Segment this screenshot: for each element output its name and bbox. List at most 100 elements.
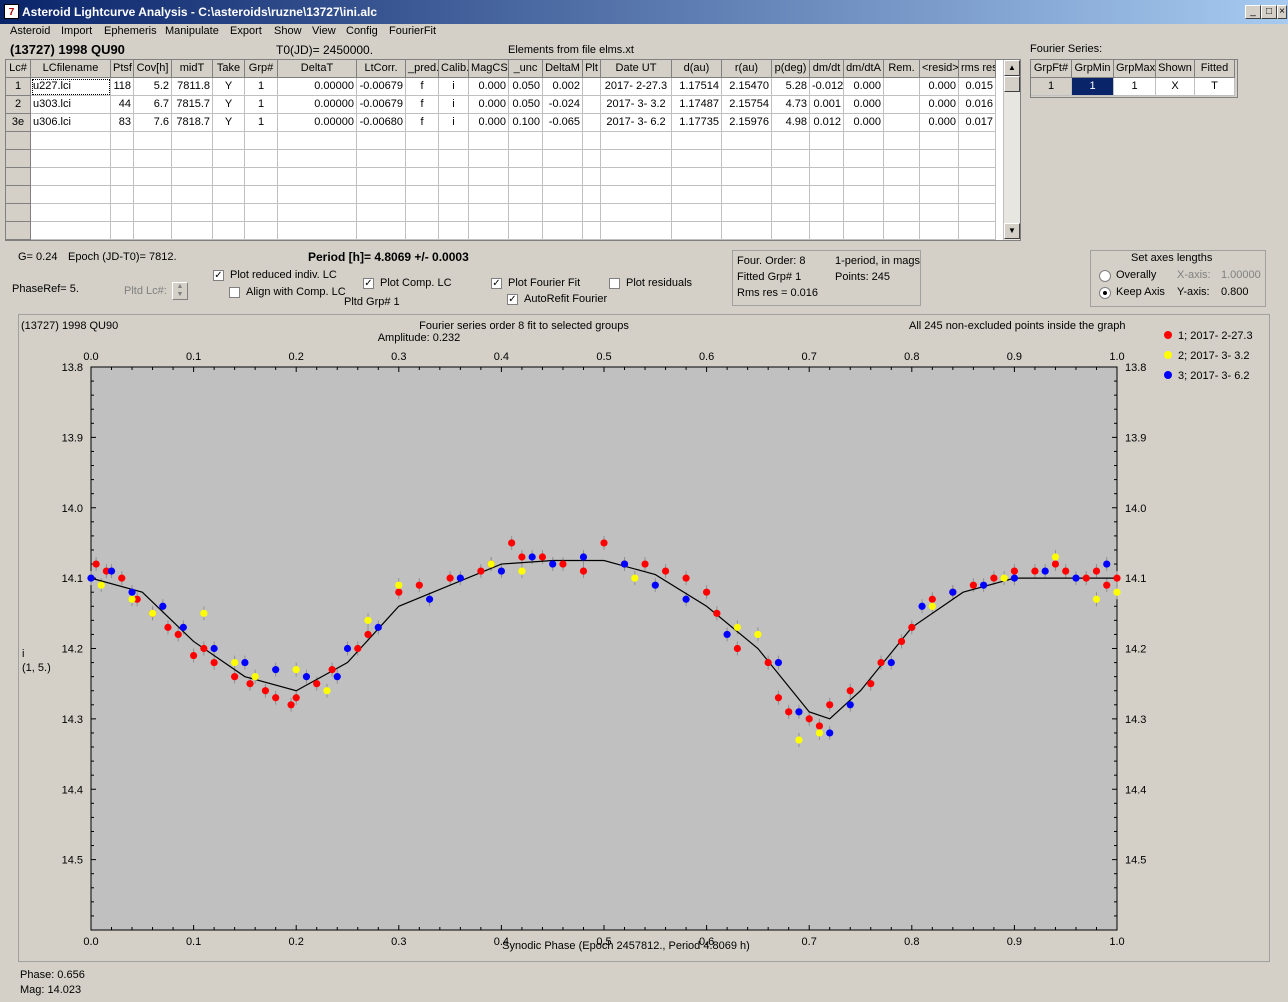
table-cell[interactable] (844, 186, 884, 204)
table-cell[interactable]: 2.15976 (722, 114, 772, 132)
column-header[interactable]: LtCorr. (357, 60, 406, 78)
table-cell[interactable]: Y (213, 96, 245, 114)
table-cell[interactable]: 2017- 2-27.3 (601, 78, 672, 96)
table-cell[interactable] (844, 168, 884, 186)
table-cell[interactable]: 5.2 (134, 78, 172, 96)
table-cell[interactable]: 2.15754 (722, 96, 772, 114)
plot-reduced-checkbox[interactable]: ✓ (213, 270, 224, 281)
menu-view[interactable]: View (312, 25, 336, 37)
column-header[interactable]: Grp# (245, 60, 278, 78)
table-cell[interactable] (134, 132, 172, 150)
table-cell[interactable] (601, 186, 672, 204)
row-header[interactable]: 2 (6, 96, 31, 114)
table-cell[interactable] (469, 168, 509, 186)
table-cell[interactable]: 0.016 (959, 96, 996, 114)
lightcurve-chart[interactable]: 0.0 0.0 0.1 0.1 0.2 0.2 0.3 0.3 0.4 0.4 0.5 0.5 0.6 0… (19, 315, 1269, 961)
table-cell[interactable] (406, 204, 439, 222)
table-cell[interactable] (884, 114, 920, 132)
menu-ephemeris[interactable]: Ephemeris (104, 25, 157, 37)
table-cell[interactable] (439, 132, 469, 150)
table-cell[interactable] (884, 150, 920, 168)
column-header[interactable]: <resid> (920, 60, 959, 78)
table-cell[interactable]: u227.lci (31, 78, 111, 96)
column-header[interactable]: dm/dtA (844, 60, 884, 78)
table-cell[interactable] (213, 186, 245, 204)
menu-fourierfit[interactable]: FourierFit (389, 25, 437, 37)
column-header[interactable]: Date UT (601, 60, 672, 78)
overally-radio[interactable] (1099, 270, 1111, 282)
table-cell[interactable] (672, 204, 722, 222)
table-cell[interactable] (439, 204, 469, 222)
table-cell[interactable]: 1.17735 (672, 114, 722, 132)
table-cell[interactable] (134, 186, 172, 204)
column-header[interactable]: Rem. (884, 60, 920, 78)
table-cell[interactable] (439, 222, 469, 240)
menu-config[interactable]: Config (346, 25, 378, 37)
column-header[interactable]: r(au) (722, 60, 772, 78)
column-header[interactable]: LCfilename (31, 60, 111, 78)
table-cell[interactable] (722, 132, 772, 150)
fourier-column-header[interactable]: Shown (1156, 60, 1195, 78)
table-cell[interactable]: 118 (111, 78, 134, 96)
table-cell[interactable]: 0.000 (469, 78, 509, 96)
table-cell[interactable]: 0.000 (469, 114, 509, 132)
table-cell[interactable] (357, 186, 406, 204)
table-cell[interactable] (920, 150, 959, 168)
table-cell[interactable] (172, 168, 213, 186)
table-cell[interactable] (406, 222, 439, 240)
table-cell[interactable]: 0.000 (844, 114, 884, 132)
pltd-lc-spinner[interactable]: ▲ ▼ (172, 282, 188, 300)
table-cell[interactable] (772, 132, 810, 150)
table-cell[interactable] (959, 222, 996, 240)
table-cell[interactable] (245, 150, 278, 168)
table-cell[interactable]: 5.28 (772, 78, 810, 96)
table-cell[interactable] (543, 132, 583, 150)
table-cell[interactable] (439, 186, 469, 204)
table-cell[interactable] (920, 168, 959, 186)
table-cell[interactable]: Y (213, 78, 245, 96)
table-cell[interactable] (722, 222, 772, 240)
table-cell[interactable] (810, 204, 844, 222)
table-cell[interactable] (583, 204, 601, 222)
row-header[interactable] (6, 150, 31, 168)
table-cell[interactable] (213, 204, 245, 222)
table-cell[interactable] (31, 186, 111, 204)
table-cell[interactable] (583, 132, 601, 150)
table-cell[interactable] (31, 204, 111, 222)
table-cell[interactable] (469, 132, 509, 150)
table-cell[interactable] (509, 150, 543, 168)
row-header[interactable] (6, 132, 31, 150)
table-cell[interactable] (357, 132, 406, 150)
table-cell[interactable] (111, 168, 134, 186)
table-cell[interactable] (469, 204, 509, 222)
menu-show[interactable]: Show (274, 25, 302, 37)
table-cell[interactable] (172, 132, 213, 150)
table-cell[interactable] (134, 150, 172, 168)
table-cell[interactable] (172, 186, 213, 204)
table-cell[interactable] (509, 132, 543, 150)
table-cell[interactable]: i (439, 114, 469, 132)
table-cell[interactable]: 7.6 (134, 114, 172, 132)
fourier-cell[interactable]: 1 (1114, 78, 1156, 96)
table-cell[interactable] (172, 222, 213, 240)
table-cell[interactable] (601, 150, 672, 168)
table-cell[interactable] (672, 186, 722, 204)
table-cell[interactable] (278, 204, 357, 222)
table-cell[interactable] (601, 132, 672, 150)
table-cell[interactable]: f (406, 114, 439, 132)
table-cell[interactable] (439, 168, 469, 186)
table-cell[interactable] (844, 132, 884, 150)
table-cell[interactable] (509, 204, 543, 222)
table-cell[interactable] (884, 96, 920, 114)
table-cell[interactable] (959, 186, 996, 204)
table-cell[interactable] (245, 132, 278, 150)
column-header[interactable]: Cov[h] (134, 60, 172, 78)
table-cell[interactable] (601, 222, 672, 240)
table-cell[interactable] (772, 150, 810, 168)
table-cell[interactable] (278, 186, 357, 204)
row-header[interactable] (6, 222, 31, 240)
table-cell[interactable] (543, 168, 583, 186)
table-cell[interactable] (172, 150, 213, 168)
menu-export[interactable]: Export (230, 25, 262, 37)
table-cell[interactable]: 0.050 (509, 78, 543, 96)
